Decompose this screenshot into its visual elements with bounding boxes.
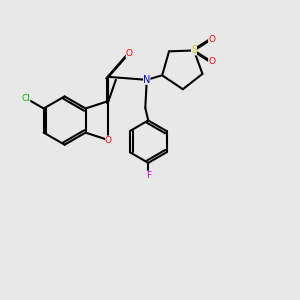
Text: O: O: [105, 136, 112, 145]
Text: O: O: [126, 49, 133, 58]
Text: S: S: [191, 46, 197, 56]
Text: Cl: Cl: [21, 94, 30, 103]
Text: N: N: [143, 75, 150, 85]
Text: O: O: [208, 35, 215, 44]
Text: O: O: [208, 57, 215, 66]
Text: F: F: [146, 171, 151, 180]
